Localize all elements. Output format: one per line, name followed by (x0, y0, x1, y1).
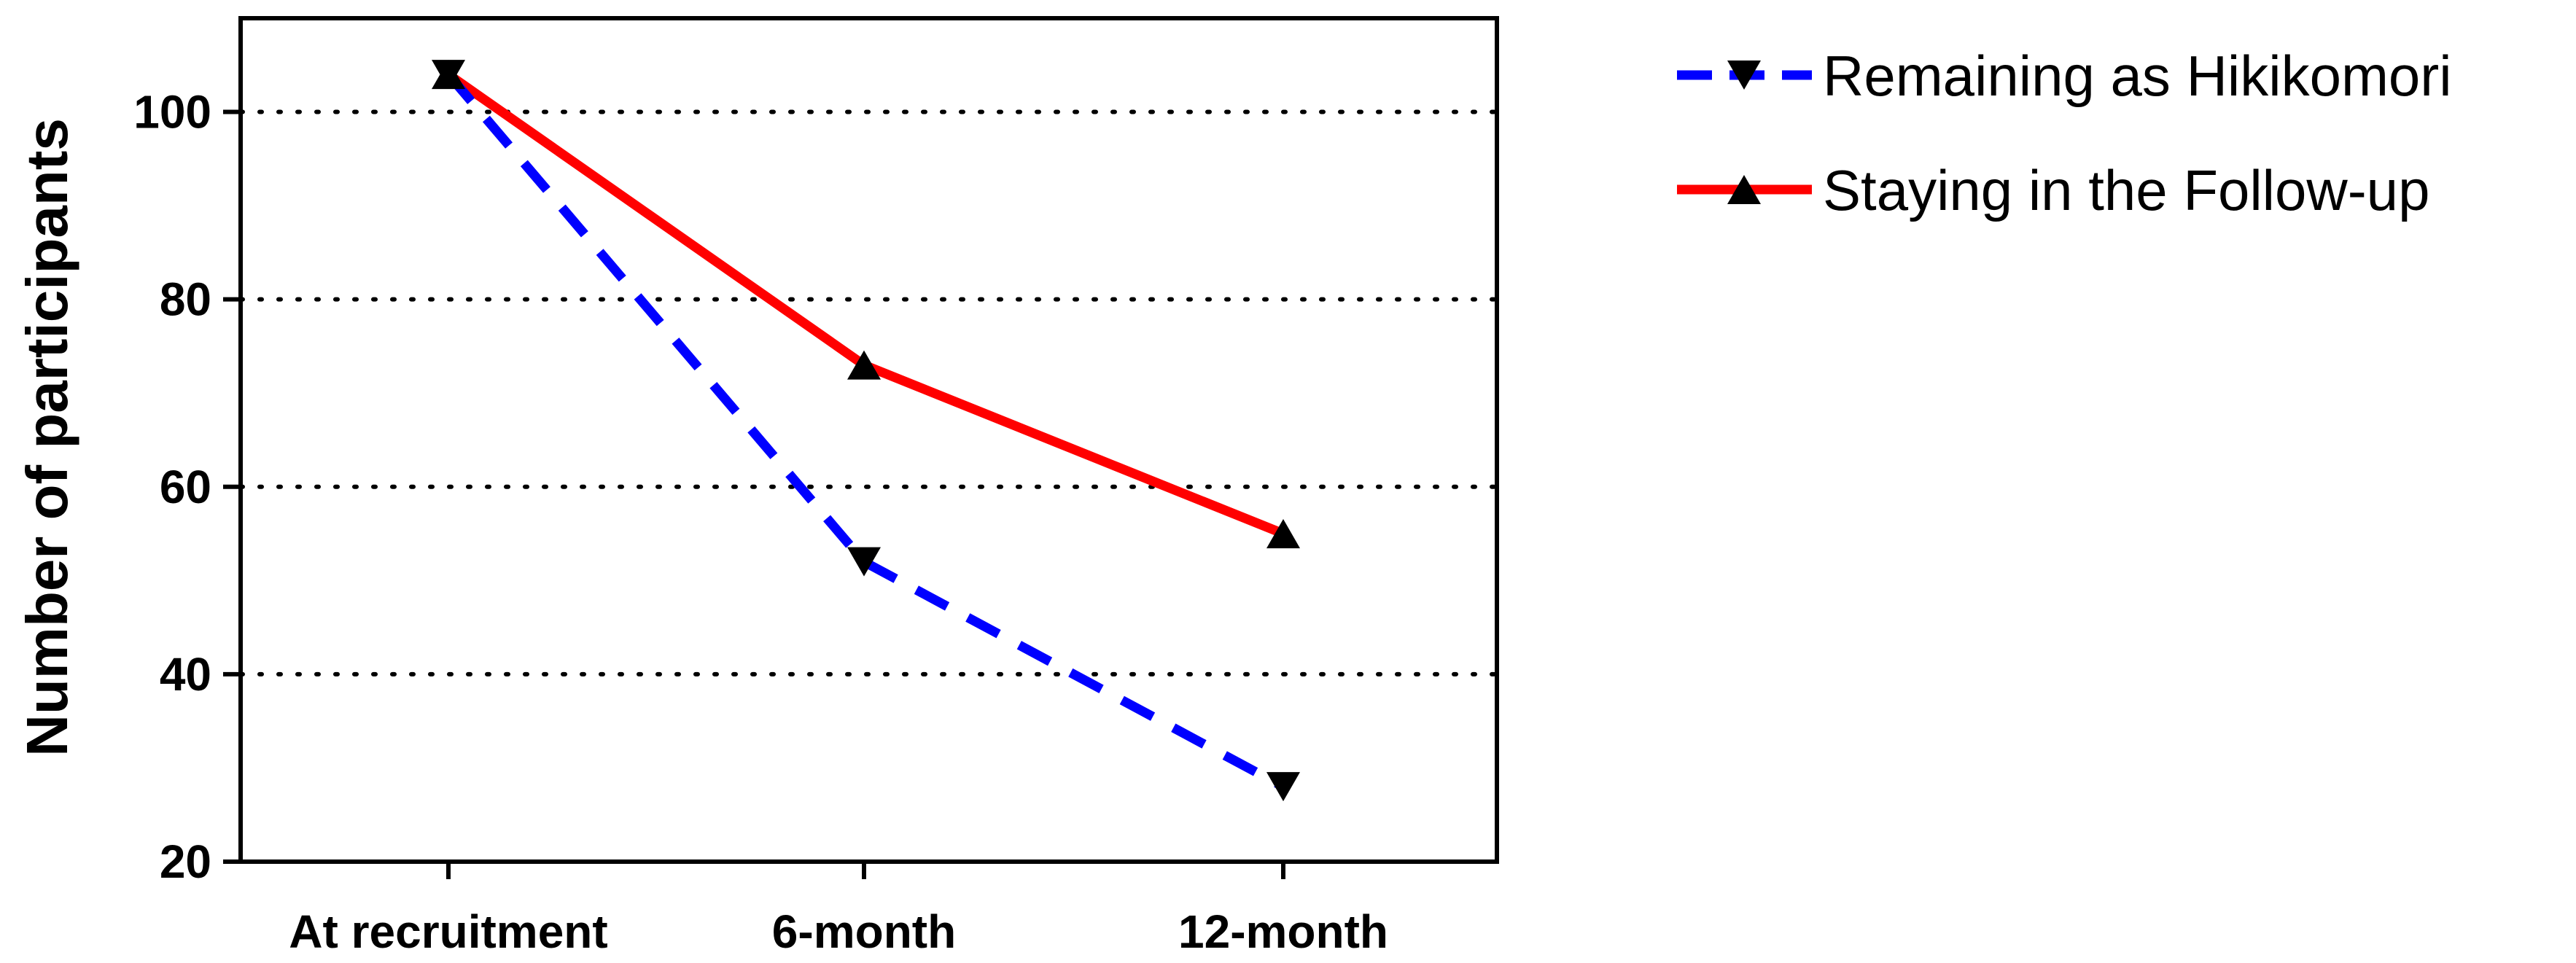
legend-marker-remaining-hikikomori (1727, 60, 1761, 90)
y-tick-label: 20 (160, 835, 211, 888)
plot-area-frame (238, 16, 1499, 864)
y-tick-label: 60 (160, 461, 211, 513)
series-markers (432, 60, 1300, 802)
data-point-remaining-hikikomori (847, 547, 881, 577)
axis-ticks: 20 40 60 80 100 At recruitment 6-month 12-month (133, 86, 1388, 958)
legend-marker-staying-follow-up (1727, 174, 1761, 205)
data-point-staying-follow-up (1266, 519, 1300, 549)
y-axis-title: Number of participants (15, 118, 79, 757)
data-point-remaining-hikikomori (1266, 772, 1300, 802)
data-point-remaining-hikikomori (432, 60, 465, 90)
series-line-staying-follow-up (445, 70, 1285, 539)
y-tick-label: 80 (160, 273, 211, 326)
x-tick-label: 12-month (1178, 905, 1388, 958)
y-tick-label: 40 (160, 648, 211, 701)
y-tick-label: 100 (133, 86, 211, 139)
x-tick-label: At recruitment (289, 905, 607, 958)
legend-label: Remaining as Hikikomori (1823, 44, 2452, 108)
grid-lines (238, 109, 1499, 677)
series-line-remaining-hikikomori (445, 71, 1286, 791)
x-tick-label: 6-month (772, 905, 956, 958)
data-point-staying-follow-up (847, 350, 881, 380)
legend-label: Staying in the Follow-up (1823, 158, 2429, 222)
series-lines (445, 70, 1286, 791)
legend: Remaining as Hikikomori Staying in the Fo… (1677, 44, 2452, 222)
